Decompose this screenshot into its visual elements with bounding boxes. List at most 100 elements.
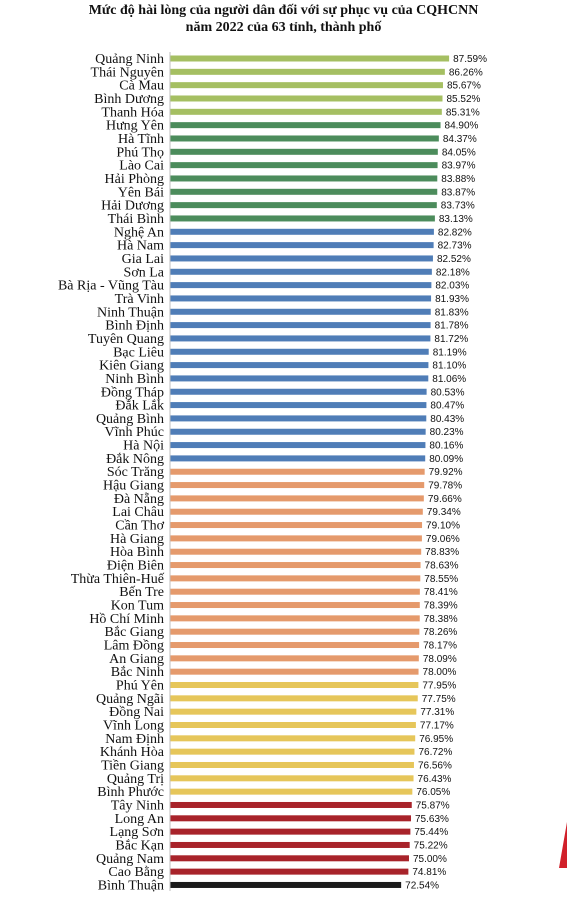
data-label: 79.06% — [426, 534, 460, 545]
bar — [170, 175, 438, 182]
data-label: 85.67% — [447, 81, 481, 92]
category-label: Nghệ An — [114, 225, 164, 240]
data-label: 83.73% — [441, 201, 475, 212]
category-label: Quảng Nam — [96, 852, 164, 867]
data-label: 72.54% — [405, 880, 439, 891]
category-label: Vĩnh Long — [103, 719, 164, 734]
bar — [170, 775, 414, 782]
bar — [170, 242, 434, 249]
data-label: 78.09% — [423, 654, 457, 665]
data-label: 75.44% — [414, 827, 448, 838]
category-label: Hòa Bình — [110, 545, 164, 560]
category-label: Lâm Đồng — [104, 639, 164, 654]
category-label: Thừa Thiên-Huế — [71, 572, 165, 587]
data-label: 82.82% — [438, 227, 472, 238]
bar — [170, 522, 423, 529]
category-label: Kon Tum — [111, 599, 164, 614]
bar — [170, 615, 420, 622]
category-label: Đà Nẵng — [114, 492, 164, 507]
data-label: 80.16% — [429, 441, 463, 452]
category-label: Tiền Giang — [101, 758, 164, 773]
bar — [170, 55, 450, 62]
data-label: 80.23% — [430, 427, 464, 438]
data-label: 78.55% — [424, 574, 458, 585]
data-label: 79.66% — [428, 494, 462, 505]
category-label: Lào Cai — [119, 159, 164, 174]
bar — [170, 68, 445, 75]
data-label: 82.52% — [437, 254, 471, 265]
bar — [170, 468, 425, 475]
bar — [170, 708, 417, 715]
category-label: Đồng Tháp — [101, 385, 164, 400]
bar — [170, 255, 433, 262]
data-label: 76.56% — [418, 760, 452, 771]
bar — [170, 162, 438, 169]
bar — [170, 735, 416, 742]
category-label: Gia Lai — [122, 252, 164, 267]
data-label: 74.81% — [412, 867, 446, 878]
data-label: 80.53% — [431, 387, 465, 398]
data-label: 84.05% — [442, 147, 476, 158]
data-label: 86.26% — [449, 67, 483, 78]
data-label: 85.52% — [447, 94, 481, 105]
category-label: Bình Dương — [94, 92, 164, 107]
category-label: Quảng Ngãi — [96, 692, 164, 707]
data-label: 78.26% — [423, 627, 457, 638]
category-label: Trà Vinh — [115, 292, 164, 307]
category-label: Hà Giang — [110, 532, 164, 547]
category-label: Quảng Trị — [107, 772, 164, 787]
bar — [170, 335, 431, 342]
category-label: Quảng Bình — [96, 412, 164, 427]
data-label: 75.22% — [414, 840, 448, 851]
bar — [170, 815, 411, 822]
data-label: 79.10% — [426, 521, 460, 532]
bar — [170, 535, 422, 542]
category-label: Lai Châu — [112, 505, 164, 520]
bar — [170, 548, 422, 555]
chart-title-line-1: Mức độ hài lòng của người dân đối với sự… — [88, 3, 479, 18]
category-label: Tuyên Quang — [88, 332, 164, 347]
data-label: 76.43% — [418, 774, 452, 785]
data-label: 83.87% — [441, 187, 475, 198]
category-label: Bắc Kạn — [115, 838, 164, 853]
data-label: 83.88% — [441, 174, 475, 185]
category-label: Phú Yên — [116, 679, 164, 694]
data-label: 78.00% — [423, 667, 457, 678]
bar — [170, 428, 426, 435]
data-label: 76.95% — [419, 734, 453, 745]
bar — [170, 388, 427, 395]
bar — [170, 322, 431, 329]
data-label: 79.34% — [427, 507, 461, 518]
category-label: Nam Định — [105, 732, 164, 747]
bar — [170, 575, 421, 582]
data-label: 82.03% — [435, 281, 469, 292]
category-label: Tây Ninh — [111, 798, 164, 813]
category-label: Bình Định — [105, 319, 164, 334]
bar — [170, 682, 419, 689]
data-label: 77.95% — [422, 681, 456, 692]
bar — [170, 828, 411, 835]
chart-title: Mức độ hài lòng của người dân đối với sự… — [0, 2, 567, 36]
data-label: 82.18% — [436, 267, 470, 278]
bar — [170, 188, 438, 195]
category-label: Bình Thuận — [98, 878, 164, 893]
category-label: Phú Thọ — [116, 145, 164, 160]
category-label: Ninh Thuận — [97, 305, 164, 320]
data-label: 81.93% — [435, 294, 469, 305]
bar — [170, 82, 443, 89]
bar — [170, 748, 415, 755]
category-label: Sơn La — [124, 265, 165, 280]
data-label: 78.38% — [424, 614, 458, 625]
bar — [170, 308, 431, 315]
chart-title-line-2: năm 2022 của 63 tỉnh, thành phố — [185, 20, 382, 35]
data-label: 77.17% — [420, 721, 454, 732]
category-label: Đắk Lắk — [115, 399, 164, 414]
category-label: Bạc Liêu — [113, 345, 164, 360]
data-label: 81.19% — [433, 347, 467, 358]
bar — [170, 508, 423, 515]
data-label: 78.17% — [423, 641, 457, 652]
bar — [170, 722, 416, 728]
bar — [170, 761, 414, 768]
data-label: 83.13% — [439, 214, 473, 225]
